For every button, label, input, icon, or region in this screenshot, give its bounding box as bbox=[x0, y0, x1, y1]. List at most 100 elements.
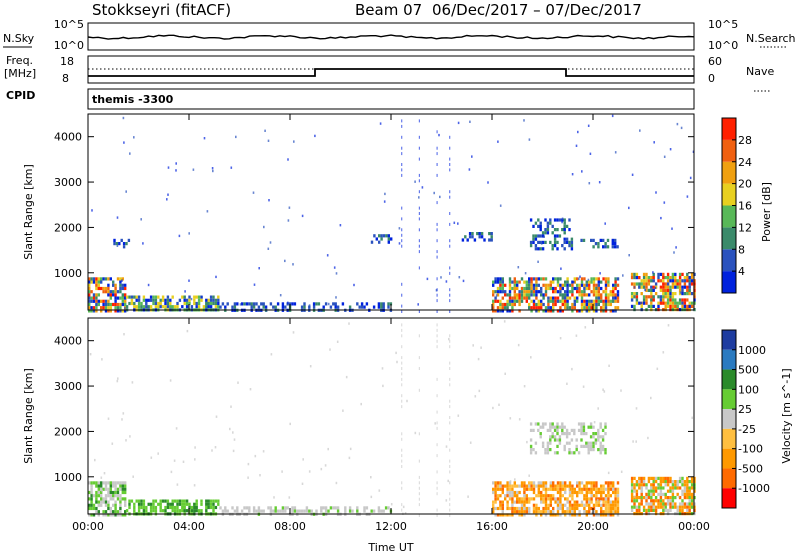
data-cell bbox=[553, 228, 557, 232]
data-cell bbox=[511, 494, 514, 498]
data-cell bbox=[683, 285, 687, 289]
data-cell bbox=[553, 244, 557, 248]
data-cell bbox=[688, 279, 691, 283]
data-cell bbox=[674, 298, 677, 302]
data-cell bbox=[585, 432, 588, 436]
data-cell bbox=[573, 428, 576, 432]
data-cell bbox=[449, 310, 451, 313]
data-cell bbox=[559, 481, 562, 485]
data-cell bbox=[571, 302, 574, 307]
data-cell bbox=[152, 505, 155, 510]
data-cell bbox=[121, 277, 124, 281]
data-cell bbox=[683, 505, 687, 509]
data-cell bbox=[587, 278, 590, 282]
data-cell bbox=[583, 290, 586, 294]
data-cell bbox=[315, 302, 318, 306]
data-cell bbox=[436, 239, 438, 243]
data-cell bbox=[119, 283, 122, 287]
data-cell bbox=[688, 499, 691, 503]
data-cell bbox=[166, 505, 170, 510]
data-cell bbox=[335, 272, 338, 275]
data-cell bbox=[129, 435, 131, 438]
data-cell bbox=[194, 446, 196, 449]
data-cell bbox=[464, 235, 467, 239]
data-cell bbox=[650, 279, 653, 283]
data-cell bbox=[200, 499, 203, 503]
data-cell bbox=[528, 487, 531, 491]
data-cell bbox=[90, 506, 93, 511]
data-cell bbox=[678, 288, 682, 292]
data-cell bbox=[114, 510, 117, 514]
data-cell bbox=[633, 489, 636, 493]
data-cell bbox=[547, 286, 550, 291]
data-cell bbox=[212, 505, 215, 510]
colorbar-tick-label: 20 bbox=[738, 178, 752, 191]
data-cell bbox=[690, 282, 694, 286]
colorbar-swatch bbox=[722, 161, 736, 184]
data-cell bbox=[535, 309, 538, 313]
data-cell bbox=[633, 476, 636, 480]
data-cell bbox=[647, 282, 651, 286]
data-cell bbox=[595, 490, 598, 495]
data-cell bbox=[664, 508, 667, 512]
data-cell bbox=[499, 280, 502, 284]
data-cell bbox=[104, 302, 108, 307]
data-cell bbox=[197, 509, 201, 513]
data-cell bbox=[652, 486, 655, 490]
data-cell bbox=[647, 476, 651, 480]
data-cell bbox=[547, 309, 550, 313]
data-cell bbox=[616, 490, 620, 495]
data-cell bbox=[662, 279, 665, 283]
data-cell bbox=[540, 481, 543, 485]
data-cell bbox=[633, 499, 636, 503]
data-cell bbox=[417, 303, 419, 306]
data-cell bbox=[551, 432, 554, 436]
data-cell bbox=[546, 224, 550, 228]
data-cell bbox=[614, 497, 617, 501]
data-cell bbox=[630, 272, 634, 276]
data-cell bbox=[121, 309, 124, 313]
data-cell bbox=[418, 244, 420, 248]
data-cell bbox=[532, 487, 536, 491]
data-cell bbox=[650, 505, 653, 509]
data-cell bbox=[279, 294, 282, 297]
data-cell bbox=[549, 428, 552, 432]
data-cell bbox=[107, 488, 110, 491]
data-cell bbox=[501, 510, 504, 514]
data-cell bbox=[584, 326, 587, 329]
data-cell bbox=[526, 440, 528, 444]
data-cell bbox=[468, 235, 472, 239]
data-cell bbox=[529, 244, 533, 248]
data-cell bbox=[499, 500, 502, 504]
data-cell bbox=[169, 502, 172, 506]
data-cell bbox=[92, 503, 96, 507]
data-cell bbox=[401, 168, 403, 172]
data-cell bbox=[436, 201, 438, 205]
data-cell bbox=[558, 435, 562, 439]
data-cell bbox=[121, 302, 124, 307]
data-cell bbox=[257, 509, 261, 513]
data-cell bbox=[544, 506, 548, 511]
data-cell bbox=[676, 285, 679, 289]
data-cell bbox=[552, 280, 555, 284]
data-cell bbox=[528, 481, 531, 485]
data-cell bbox=[612, 296, 615, 300]
data-cell bbox=[542, 510, 545, 514]
data-cell bbox=[573, 306, 576, 310]
data-cell bbox=[221, 509, 225, 513]
data-cell bbox=[597, 407, 599, 410]
data-cell bbox=[167, 166, 170, 169]
data-cell bbox=[178, 499, 182, 503]
data-cell bbox=[434, 422, 436, 425]
data-cell bbox=[97, 510, 100, 514]
data-cell bbox=[501, 290, 504, 294]
data-cell bbox=[544, 306, 548, 310]
data-cell bbox=[686, 486, 689, 490]
data-cell bbox=[142, 295, 146, 299]
data-cell bbox=[535, 306, 538, 310]
data-cell bbox=[594, 441, 598, 445]
data-cell bbox=[181, 509, 184, 513]
data-cell bbox=[552, 513, 555, 517]
data-cell bbox=[119, 280, 122, 284]
data-cell bbox=[523, 385, 526, 388]
